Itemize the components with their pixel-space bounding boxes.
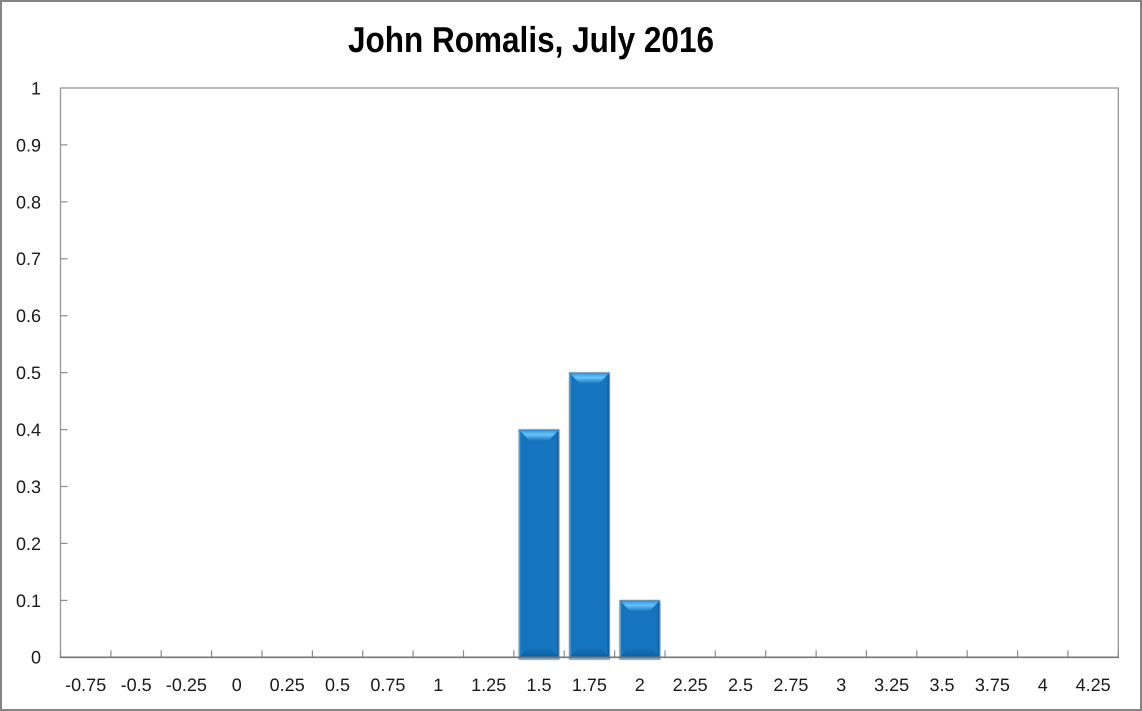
svg-text:1.5: 1.5 — [526, 675, 551, 695]
svg-text:2.75: 2.75 — [773, 675, 808, 695]
svg-text:-0.25: -0.25 — [166, 675, 207, 695]
svg-text:0.7: 0.7 — [16, 249, 41, 269]
svg-text:0.5: 0.5 — [325, 675, 350, 695]
svg-text:0.9: 0.9 — [16, 135, 41, 155]
svg-text:1: 1 — [31, 78, 41, 98]
svg-text:2.25: 2.25 — [673, 675, 708, 695]
svg-text:0.1: 0.1 — [16, 591, 41, 611]
svg-text:0: 0 — [232, 675, 242, 695]
svg-text:3.5: 3.5 — [929, 675, 954, 695]
svg-text:3: 3 — [836, 675, 846, 695]
svg-text:-0.5: -0.5 — [121, 675, 152, 695]
svg-text:0.4: 0.4 — [16, 420, 41, 440]
svg-text:0.8: 0.8 — [16, 192, 41, 212]
svg-text:1.75: 1.75 — [572, 675, 607, 695]
svg-text:0.2: 0.2 — [16, 534, 41, 554]
svg-text:1: 1 — [433, 675, 443, 695]
svg-text:John Romalis, July 2016: John Romalis, July 2016 — [348, 19, 714, 60]
svg-text:2.5: 2.5 — [728, 675, 753, 695]
svg-text:3.25: 3.25 — [874, 675, 909, 695]
svg-text:0.6: 0.6 — [16, 306, 41, 326]
svg-text:4.25: 4.25 — [1076, 675, 1111, 695]
svg-text:4: 4 — [1038, 675, 1048, 695]
svg-text:0.5: 0.5 — [16, 363, 41, 383]
svg-text:0.75: 0.75 — [370, 675, 405, 695]
svg-text:2: 2 — [635, 675, 645, 695]
svg-text:0: 0 — [31, 648, 41, 668]
svg-text:-0.75: -0.75 — [65, 675, 106, 695]
svg-text:1.25: 1.25 — [471, 675, 506, 695]
svg-text:0.3: 0.3 — [16, 477, 41, 497]
svg-text:3.75: 3.75 — [975, 675, 1010, 695]
svg-text:0.25: 0.25 — [270, 675, 305, 695]
